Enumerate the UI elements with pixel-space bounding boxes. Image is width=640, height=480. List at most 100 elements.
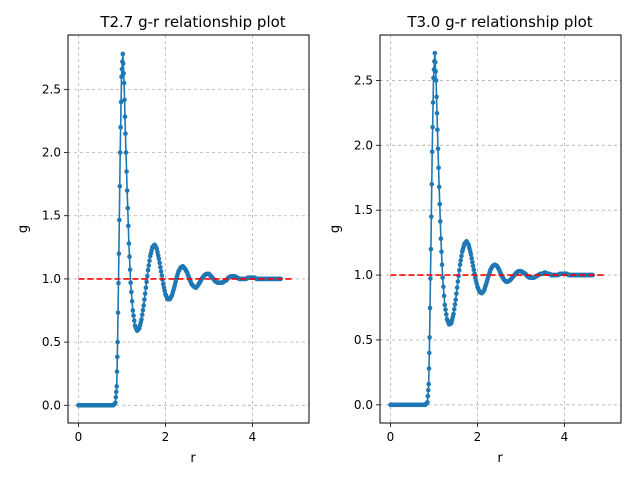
- left-data-point: [140, 307, 146, 313]
- left-data-point: [121, 71, 126, 76]
- right-data-point: [427, 350, 432, 356]
- right-data-point: [470, 259, 475, 265]
- right-data-point: [439, 249, 444, 255]
- right-data-point: [458, 258, 464, 263]
- right-data-point: [471, 267, 477, 273]
- left-data-point: [129, 298, 135, 304]
- left-data-point: [146, 263, 152, 268]
- left-data-point: [130, 308, 136, 313]
- left-data-point: [126, 223, 131, 229]
- right-data-point: [455, 279, 461, 284]
- left-data-point: [115, 310, 121, 315]
- right-data-point: [443, 307, 448, 312]
- left-y-tick-label: 1.0: [42, 272, 61, 286]
- right-data-point: [434, 110, 440, 116]
- left-data-point: [129, 289, 134, 295]
- right-data-point: [432, 59, 438, 65]
- left-data-point: [120, 51, 126, 57]
- left-y-tick-label: 0.5: [42, 335, 61, 349]
- left-data-point: [117, 150, 123, 155]
- left-subplot-xlabel: r: [190, 451, 196, 466]
- right-subplot-xlabel: r: [497, 451, 503, 466]
- left-data-point: [115, 354, 120, 360]
- left-subplot-ticks: 0 2 4 0.0 0.5 1.0 1.5 2.0 2.5: [42, 82, 256, 444]
- left-data-point: [124, 169, 129, 174]
- left-x-tick-label: 2: [162, 430, 170, 444]
- right-data-point: [433, 78, 439, 83]
- left-data-point: [116, 280, 121, 286]
- right-data-point: [425, 393, 431, 399]
- right-data-point: [425, 399, 430, 405]
- left-data-point: [139, 312, 145, 318]
- right-subplot-title: T3.0 g-r relationship plot: [406, 13, 592, 31]
- right-data-point: [433, 69, 438, 74]
- right-data-point: [430, 124, 435, 130]
- left-subplot-series: [76, 51, 292, 408]
- right-data-point: [441, 284, 446, 290]
- left-subplot-ylabel: g: [16, 225, 31, 233]
- right-subplot-ticks: 0 2 4 0.0 0.5 1.0 1.5 2.0 2.5: [354, 73, 568, 444]
- right-data-point: [457, 262, 463, 267]
- right-data-point: [429, 214, 434, 219]
- right-x-tick-label: 2: [474, 430, 482, 444]
- left-data-point: [114, 369, 120, 374]
- right-data-point: [427, 335, 432, 340]
- left-data-point: [115, 339, 120, 345]
- right-data-point: [425, 387, 431, 393]
- left-data-point: [131, 318, 137, 323]
- right-data-point: [441, 293, 447, 299]
- left-data-point: [122, 114, 128, 120]
- left-y-tick-label: 1.5: [42, 209, 61, 223]
- right-data-point: [434, 94, 439, 100]
- right-data-point: [426, 381, 432, 387]
- left-data-point: [124, 188, 130, 193]
- left-data-point: [114, 384, 120, 389]
- right-data-point: [451, 306, 457, 312]
- right-subplot-ylabel: g: [328, 225, 343, 233]
- left-data-point: [117, 217, 122, 223]
- left-data-point: [141, 303, 146, 308]
- right-subplot-frame: [379, 34, 622, 424]
- left-data-point: [143, 285, 149, 291]
- left-data-point: [127, 267, 133, 272]
- right-data-point: [436, 184, 442, 190]
- right-y-tick-label: 2.5: [354, 73, 373, 87]
- right-data-point: [451, 311, 456, 317]
- left-subplot-frame: [67, 34, 310, 424]
- left-data-point: [113, 389, 119, 395]
- left-data-point: [139, 317, 144, 322]
- left-data-point: [157, 260, 162, 266]
- right-data-point: [437, 201, 443, 207]
- left-data-point: [116, 251, 122, 256]
- right-subplot-grid: [380, 35, 621, 423]
- right-data-point: [426, 366, 432, 371]
- right-data-point: [453, 297, 458, 303]
- right-data-point: [452, 302, 458, 307]
- left-y-tick-label: 2.5: [42, 82, 61, 96]
- right-data-point: [429, 149, 435, 155]
- right-subplot-series: [388, 50, 604, 408]
- right-y-tick-label: 1.5: [354, 203, 373, 217]
- left-subplot-title: T2.7 g-r relationship plot: [99, 13, 285, 31]
- left-data-point: [144, 279, 149, 285]
- left-data-point: [113, 395, 119, 400]
- right-data-point: [428, 246, 434, 252]
- right-data-point: [440, 275, 445, 280]
- right-data-point: [468, 252, 474, 257]
- left-data-point: [118, 99, 124, 105]
- right-data-point: [459, 253, 464, 259]
- left-data-point: [126, 241, 132, 246]
- right-data-point: [435, 146, 441, 152]
- right-data-point: [469, 255, 474, 261]
- right-data-point: [442, 302, 448, 308]
- right-data-point: [427, 305, 433, 311]
- left-data-point: [123, 131, 128, 136]
- left-data-point: [158, 269, 164, 274]
- right-y-tick-label: 0.0: [354, 398, 373, 412]
- right-data-point: [435, 127, 440, 133]
- left-data-point: [127, 254, 132, 259]
- right-x-tick-label: 4: [561, 430, 569, 444]
- left-subplot: T2.7 g-r relationship plot r g 0 2 4 0.0 0.5…: [16, 13, 310, 466]
- left-y-tick-label: 2.0: [42, 146, 61, 160]
